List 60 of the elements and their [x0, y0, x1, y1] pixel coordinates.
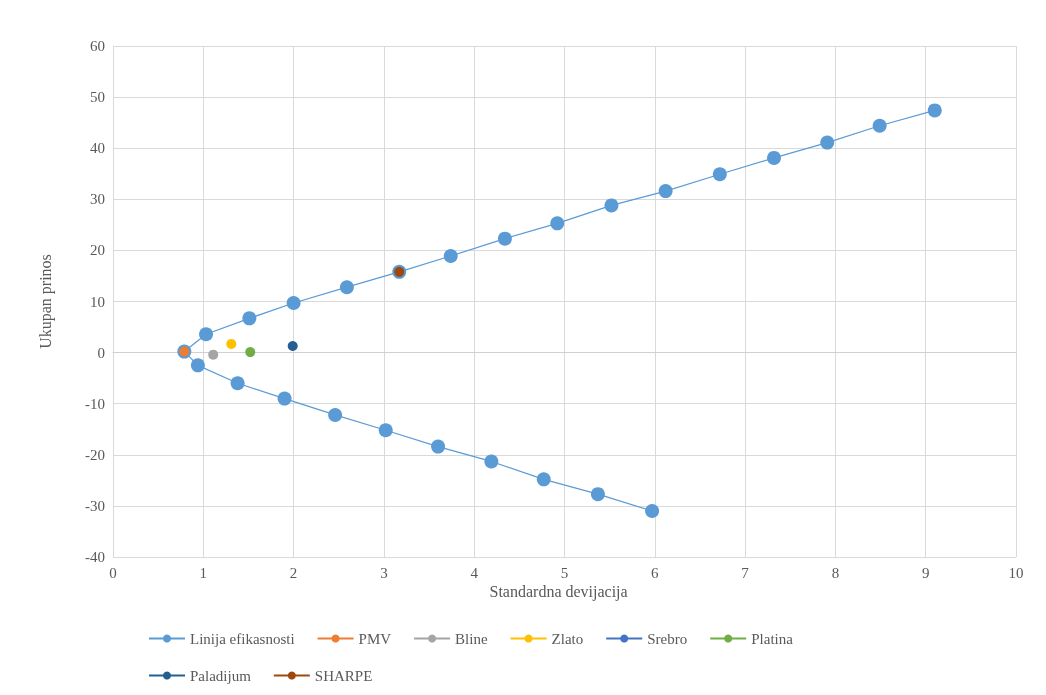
x-tick-label: 3	[380, 564, 388, 581]
point	[277, 391, 292, 406]
point	[536, 472, 551, 487]
point	[550, 216, 565, 231]
point	[199, 327, 214, 342]
point	[245, 347, 256, 358]
point	[286, 296, 301, 311]
point	[658, 184, 673, 199]
y-axis-title: Ukupan prinos	[36, 254, 55, 349]
point	[712, 167, 727, 182]
point	[767, 150, 781, 165]
point	[590, 487, 605, 502]
point	[226, 338, 237, 349]
point	[378, 423, 393, 438]
legend-label: PMV	[358, 630, 392, 647]
y-tick-label: -40	[85, 549, 105, 565]
point	[431, 439, 446, 454]
x-axis-title: Standardna devijacija	[489, 582, 628, 601]
point	[820, 135, 835, 150]
point	[443, 249, 458, 264]
x-tick-label: 8	[831, 564, 840, 581]
y-tick-label: 30	[90, 191, 105, 208]
point	[328, 407, 343, 422]
x-tick-label: 0	[109, 564, 117, 581]
point	[872, 118, 887, 133]
x-tick-label: 2	[289, 564, 298, 581]
x-tick-label: 7	[741, 564, 750, 581]
y-tick-label: -20	[85, 446, 105, 463]
point	[242, 311, 257, 326]
point	[208, 349, 219, 360]
point	[484, 454, 499, 469]
legend-label: Zlato	[551, 630, 584, 647]
legend-label: Paladijum	[190, 667, 252, 684]
legend-label: Bline	[455, 630, 488, 647]
legend-label: SHARPE	[314, 667, 373, 684]
y-tick-label: 60	[90, 38, 105, 54]
x-tick-label: 1	[199, 564, 208, 581]
x-tick-label: 9	[921, 564, 930, 581]
x-tick-label: 6	[651, 564, 660, 581]
y-tick-label: -30	[85, 497, 105, 514]
point	[645, 504, 660, 519]
point	[927, 103, 942, 118]
y-tick-label: 10	[90, 293, 105, 310]
point	[190, 358, 205, 373]
point	[230, 376, 245, 391]
legend-label: Linija efikasnosti	[190, 630, 295, 647]
y-tick-label: 50	[90, 89, 105, 106]
x-tick-label: 10	[1008, 564, 1024, 581]
point	[497, 231, 512, 246]
x-tick-label: 5	[560, 564, 569, 581]
point	[339, 280, 354, 295]
legend-label: Srebro	[647, 630, 688, 647]
y-tick-label: 40	[90, 140, 105, 157]
y-tick-label: 0	[97, 344, 105, 361]
legend-label: Platina	[751, 630, 794, 647]
y-tick-label: 20	[90, 242, 105, 259]
y-tick-label: -10	[85, 395, 105, 412]
x-tick-label: 4	[470, 564, 479, 581]
point	[604, 198, 619, 213]
point	[287, 340, 298, 351]
